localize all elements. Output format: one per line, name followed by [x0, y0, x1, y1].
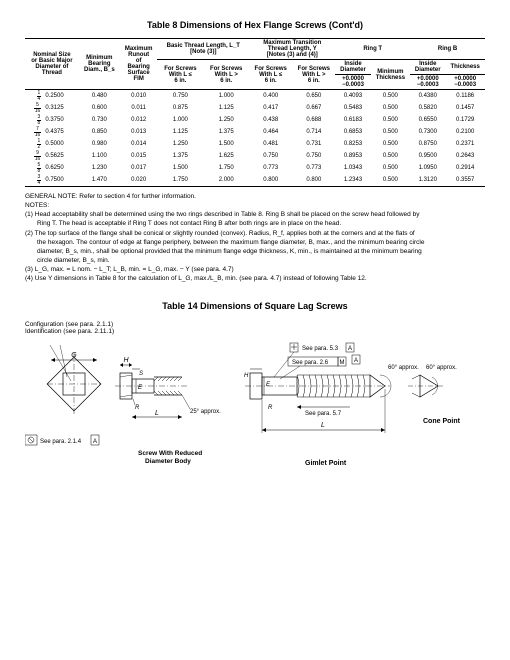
- table-row: 380.37500.7300.0121.0001.2500.4380.6880.…: [25, 114, 485, 126]
- label-g: G: [71, 352, 77, 359]
- reduced-label: Screw With Reduced Diameter Body: [138, 450, 204, 465]
- hdr-maxtrans: Maximum Transition Thread Length, Y [Not…: [249, 39, 335, 60]
- hdr-le6b: For Screws With L ≤ 6 in.: [249, 60, 292, 90]
- svg-text:See para. 5.7: See para. 5.7: [305, 411, 342, 417]
- note-1b: Ring T. The head is acceptable if Ring T…: [25, 220, 485, 228]
- table-row: 7160.43750.8500.0131.1251.3750.4640.7140…: [25, 126, 485, 138]
- notes-block: GENERAL NOTE: Refer to section 4 for fur…: [25, 193, 485, 283]
- hdr-bearing: Minimum Bearing Diam., B_s: [79, 39, 120, 90]
- note-2b: the hexagon. The contour of edge at flan…: [25, 239, 485, 247]
- svg-text:S: S: [139, 371, 143, 377]
- hdr-tol-rt: +0.0000 −0.0003: [335, 75, 370, 90]
- hdr-gt6b: For Screws With L > 6 in.: [292, 60, 335, 90]
- hdr-gt6a: For Screws With L > 6 in.: [203, 60, 249, 90]
- general-note: GENERAL NOTE: Refer to section 4 for fur…: [25, 193, 485, 201]
- svg-text:A: A: [93, 439, 97, 445]
- svg-text:See para. 5.3: See para. 5.3: [302, 346, 339, 352]
- note-2d: circle diameter, B_s, min.: [25, 257, 485, 265]
- cone-label: Cone Point: [423, 418, 461, 425]
- svg-text:E: E: [266, 382, 271, 388]
- svg-text:25° approx.: 25° approx.: [190, 409, 221, 415]
- svg-text:R: R: [135, 405, 140, 411]
- table-row: 580.62501.2300.0171.5001.7500.7730.7731.…: [25, 162, 485, 174]
- svg-text:60° approx.: 60° approx.: [388, 365, 419, 371]
- svg-text:R: R: [268, 405, 273, 411]
- hdr-tol-rbthk: +0.0000 −0.0003: [445, 75, 485, 90]
- table14-title: Table 14 Dimensions of Square Lag Screws: [25, 301, 485, 311]
- table-row: 9160.56251.1000.0151.3751.6250.7500.7500…: [25, 150, 485, 162]
- note-2c: diameter, B_s, min., shall be optional p…: [25, 248, 485, 256]
- svg-text:See para. 2.6: See para. 2.6: [292, 360, 329, 366]
- svg-text:A: A: [354, 358, 358, 364]
- hdr-rb-inside: Inside Diameter: [410, 60, 445, 75]
- config-label: Configuration (see para. 2.1.1) Identifi…: [25, 321, 485, 335]
- table8: Nominal Size or Basic Major Diameter of …: [25, 38, 485, 187]
- hdr-runout: Maximum Runout of Bearing Surface FIM: [120, 39, 158, 90]
- hdr-rt-inside: Inside Diameter: [335, 60, 370, 75]
- svg-text:A: A: [348, 346, 352, 352]
- table8-title: Table 8 Dimensions of Hex Flange Screws …: [25, 20, 485, 30]
- svg-text:L: L: [321, 422, 325, 429]
- hdr-ringb: Ring B: [410, 39, 485, 60]
- hdr-basicthread: Basic Thread Length, L_T [Note (3)]: [157, 39, 249, 60]
- svg-text:H: H: [123, 357, 129, 364]
- hdr-nominal: Nominal Size or Basic Major Diameter of …: [25, 39, 79, 90]
- note-2a: (2) The top surface of the flange shall …: [25, 230, 485, 238]
- svg-text:L: L: [155, 410, 159, 417]
- table-row: 5160.31250.6000.0110.8751.1250.4170.6670…: [25, 102, 485, 114]
- diagram-svg: G See para. 2.1.4 A: [25, 335, 485, 490]
- table-row: 340.75001.4700.0201.7502.0000.8000.8001.…: [25, 174, 485, 187]
- hdr-rb-thick: Thickness: [445, 60, 485, 75]
- gimlet-label: Gimlet Point: [305, 460, 347, 467]
- note-4: (4) Use Y dimensions in Table 8 for the …: [25, 275, 485, 283]
- notes-label: NOTES:: [25, 202, 485, 210]
- svg-text:60° approx.: 60° approx.: [426, 365, 457, 371]
- see-214: See para. 2.1.4: [40, 439, 82, 445]
- hdr-tol-rb: +0.0000 −0.0003: [410, 75, 445, 90]
- svg-text:H: H: [244, 373, 249, 379]
- diagram-area: Configuration (see para. 2.1.1) Identifi…: [25, 321, 485, 492]
- hdr-le6a: For Screws With L ≤ 6 in.: [157, 60, 203, 90]
- note-1a: (1) Head acceptability shall be determin…: [25, 211, 485, 219]
- table-row: 140.25000.4800.0100.7501.0000.4000.6500.…: [25, 90, 485, 103]
- table-row: 120.50000.9800.0141.2501.5000.4810.7310.…: [25, 138, 485, 150]
- hdr-rt-thick: Minimum Thickness: [371, 60, 411, 90]
- svg-text:M: M: [340, 360, 345, 366]
- hdr-ringt: Ring T: [335, 39, 410, 60]
- note-3: (3) L_G, max. = L nom. − L_T; L_B, min. …: [25, 266, 485, 274]
